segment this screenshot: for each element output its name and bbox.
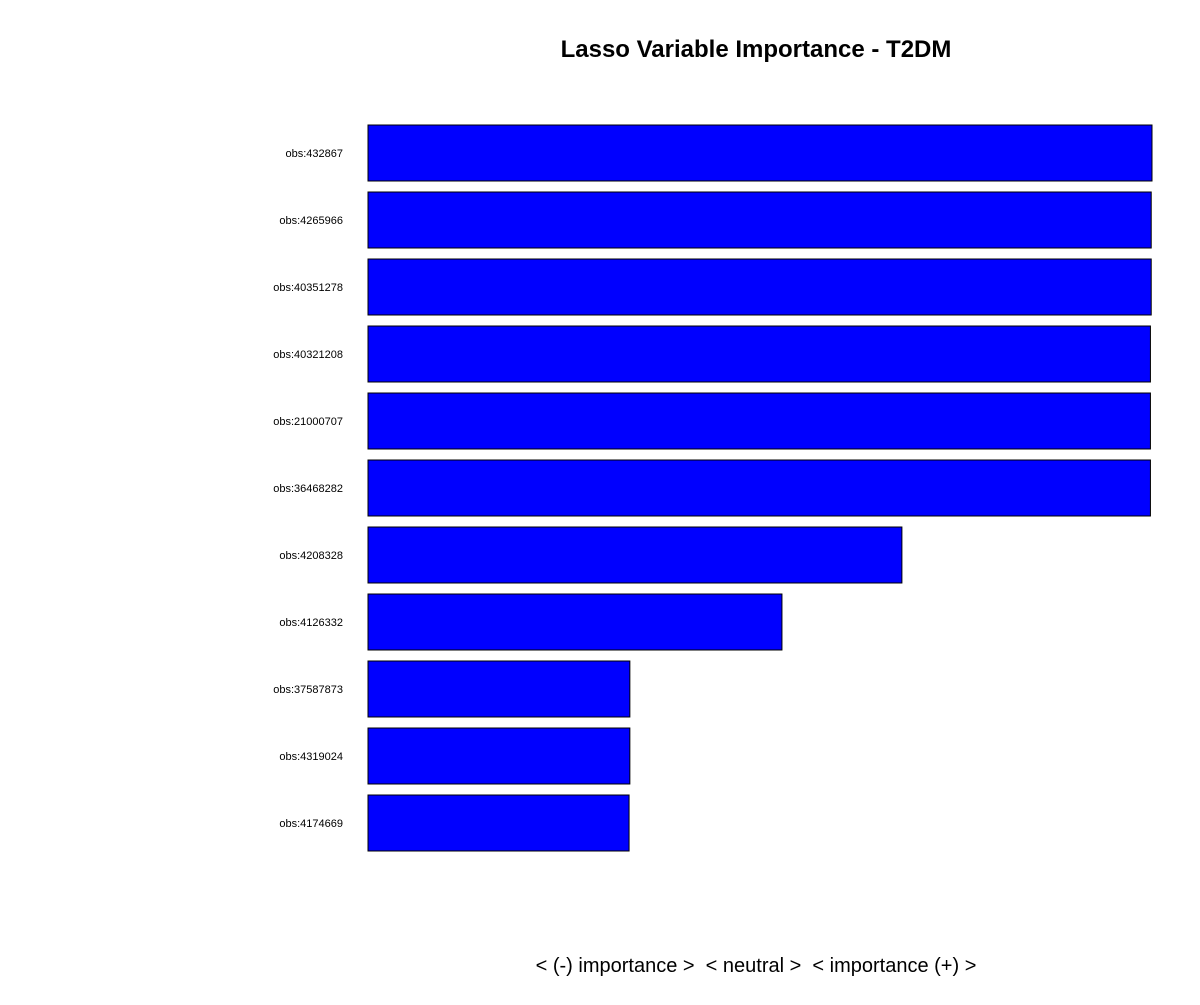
bar-obs-21000707 xyxy=(367,392,1151,450)
bar-obs-37587873 xyxy=(367,660,631,718)
category-label: obs:4208328 xyxy=(279,550,343,562)
bar-obs-4265966 xyxy=(367,191,1152,249)
category-labels-group: obs:432867 obs:4265966 obs:40351278 obs:403… xyxy=(273,148,343,830)
category-label: obs:432867 xyxy=(286,148,344,160)
category-label: obs:4174669 xyxy=(279,818,343,830)
category-label: obs:4319024 xyxy=(279,751,343,763)
bar-obs-4174669 xyxy=(367,794,630,852)
bar-obs-36468282 xyxy=(367,459,1151,517)
category-label: obs:37587873 xyxy=(273,684,343,696)
category-label: obs:4126332 xyxy=(279,617,343,629)
bars-group xyxy=(367,124,1153,852)
bar-obs-4208328 xyxy=(367,526,903,584)
category-label: obs:21000707 xyxy=(273,416,343,428)
bar-obs-40351278 xyxy=(367,258,1152,316)
bar-obs-4126332 xyxy=(367,593,783,651)
chart-title: Lasso Variable Importance - T2DM xyxy=(561,36,952,63)
bar-obs-432867 xyxy=(367,124,1153,182)
category-label: obs:36468282 xyxy=(273,483,343,495)
bar-obs-40321208 xyxy=(367,325,1151,383)
bar-obs-4319024 xyxy=(367,727,631,785)
category-label: obs:40351278 xyxy=(273,282,343,294)
x-axis-label: < (-) importance > < neutral > < importa… xyxy=(536,955,977,977)
category-label: obs:40321208 xyxy=(273,349,343,361)
category-label: obs:4265966 xyxy=(279,215,343,227)
